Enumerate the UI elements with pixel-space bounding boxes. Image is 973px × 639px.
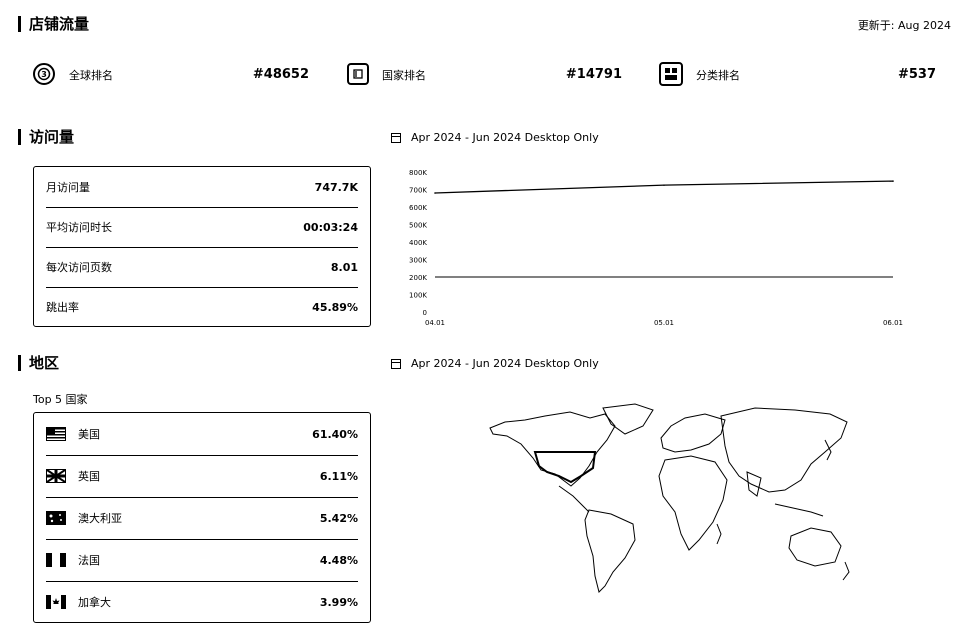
country-row: 法国 4.48% <box>46 539 358 582</box>
map-south-america <box>584 509 636 593</box>
country-share: 3.99% <box>319 595 358 609</box>
metric-value: 45.89% <box>312 300 358 314</box>
data-point <box>663 184 665 186</box>
store-traffic-title: 店铺流量 <box>29 15 90 33</box>
y-tick-label: 500K <box>409 222 427 230</box>
series-line <box>434 180 894 194</box>
y-tick-label: 700K <box>409 187 427 195</box>
y-tick-label: 200K <box>409 274 427 282</box>
country-name: 加拿大 <box>78 596 111 609</box>
country-name: 澳大利亚 <box>78 512 122 525</box>
x-tick-label: 05.01 <box>654 319 674 327</box>
visits-period: Apr 2024 - Jun 2024 Desktop Only <box>411 131 599 144</box>
category-rank-value: #537 <box>897 67 936 82</box>
map-north-america <box>489 411 616 487</box>
map-asia <box>720 407 848 493</box>
map-indonesia <box>774 503 824 517</box>
country-row: 加拿大 3.99% <box>46 581 358 623</box>
section-marker <box>18 129 21 145</box>
us-flag-icon <box>46 427 66 441</box>
data-point <box>434 192 436 194</box>
category-rank-label: 分类排名 <box>696 69 740 82</box>
map-usa <box>533 451 597 484</box>
country-name: 英国 <box>78 470 100 483</box>
country-share: 6.11% <box>319 469 358 483</box>
metric-value: 8.01 <box>330 260 358 274</box>
map-japan <box>824 439 832 461</box>
map-new-zealand <box>842 561 850 581</box>
metric-label: 每次访问页数 <box>46 261 112 274</box>
map-india <box>746 471 762 497</box>
country-row: 英国 6.11% <box>46 455 358 498</box>
category-icon <box>659 62 683 86</box>
x-tick-label: 06.01 <box>883 319 903 327</box>
y-tick-label: 300K <box>409 257 427 265</box>
metric-label: 跳出率 <box>46 301 79 314</box>
country-rank-label: 国家排名 <box>382 69 426 82</box>
visits-line-chart: 0 100K 200K 300K 400K 500K 600K 700K 800K 04.01 05… <box>409 169 903 327</box>
map-africa <box>658 455 728 551</box>
map-europe <box>660 413 726 453</box>
global-rank-label: 全球排名 <box>69 69 113 82</box>
y-tick-label: 600K <box>409 204 427 212</box>
metric-row: 每次访问页数 8.01 <box>46 247 358 288</box>
y-tick-label: 0 <box>423 309 427 317</box>
calendar-icon <box>391 133 401 143</box>
country-row: 美国 61.40% <box>46 413 358 456</box>
ca-flag-icon <box>46 595 66 609</box>
metric-value: 747.7K <box>314 180 358 194</box>
flag-icon <box>347 63 369 85</box>
map-central-america <box>558 485 590 513</box>
global-rank-value: #48652 <box>252 67 309 82</box>
map-australia <box>788 527 842 567</box>
section-marker <box>18 16 21 32</box>
y-tick-label: 100K <box>409 292 427 300</box>
country-share: 4.48% <box>319 553 358 567</box>
country-row: 澳大利亚 5.42% <box>46 497 358 540</box>
metric-value: 00:03:24 <box>303 220 358 234</box>
country-name: 美国 <box>78 428 100 441</box>
metric-row: 平均访问时长 00:03:24 <box>46 207 358 248</box>
updated-date: 更新于: Aug 2024 <box>857 19 951 32</box>
world-map[interactable] <box>485 400 855 595</box>
map-greenland <box>602 403 654 435</box>
region-period: Apr 2024 - Jun 2024 Desktop Only <box>411 357 599 370</box>
svg-text:3: 3 <box>41 70 47 79</box>
country-share: 5.42% <box>319 511 358 525</box>
au-flag-icon <box>46 511 66 525</box>
metric-label: 平均访问时长 <box>46 221 112 234</box>
metric-row: 跳出率 45.89% <box>46 287 358 327</box>
country-rank-value: #14791 <box>565 67 622 82</box>
section-marker <box>18 355 21 371</box>
top5-label: Top 5 国家 <box>33 393 88 406</box>
metric-row: 月访问量 747.7K <box>46 167 358 208</box>
metric-label: 月访问量 <box>46 181 90 194</box>
visits-title: 访问量 <box>29 128 75 146</box>
calendar-icon <box>391 359 401 369</box>
region-title: 地区 <box>29 354 60 372</box>
uk-flag-icon <box>46 469 66 483</box>
country-name: 法国 <box>78 554 100 567</box>
fr-flag-icon <box>46 553 66 567</box>
map-madagascar <box>716 523 722 545</box>
x-tick-label: 04.01 <box>425 319 445 327</box>
data-point <box>892 180 894 182</box>
globe-icon: 3 <box>33 63 55 85</box>
visits-metrics-card: 月访问量 747.7K 平均访问时长 00:03:24 每次访问页数 8.01 … <box>33 166 371 327</box>
country-share: 61.40% <box>312 427 358 441</box>
y-tick-label: 800K <box>409 169 427 177</box>
countries-card: 美国 61.40% 英国 6.11% 澳大利亚 5.42% 法国 4. <box>33 412 371 623</box>
y-tick-label: 400K <box>409 239 427 247</box>
